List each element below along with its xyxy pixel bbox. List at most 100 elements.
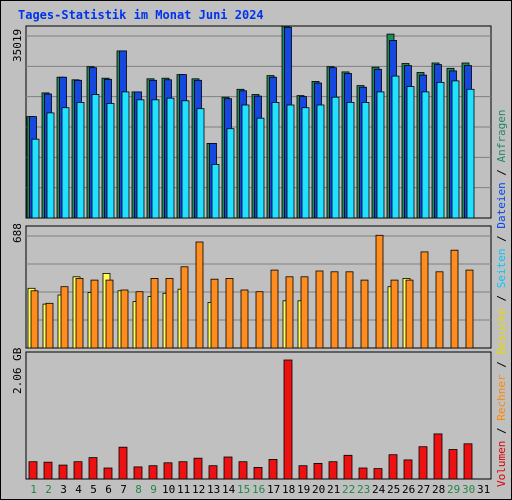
panel-top: [25, 25, 492, 219]
x-label-day-16: 16: [252, 483, 266, 496]
bar-volumen-day-18: [283, 359, 293, 480]
bar-rechner-day-11: [180, 266, 189, 349]
bar-seiten-day-6: [106, 103, 115, 219]
x-label-day-3: 3: [60, 483, 67, 496]
bar-seiten-day-5: [91, 94, 100, 219]
x-label-day-28: 28: [432, 483, 446, 496]
bar-rechner-day-20: [315, 270, 324, 349]
bar-rechner-day-22: [345, 271, 354, 349]
bar-rechner-day-7: [120, 289, 129, 349]
bar-volumen-day-25: [388, 454, 398, 480]
bar-volumen-day-5: [88, 457, 98, 480]
bar-rechner-day-18: [285, 276, 294, 349]
bar-seiten-day-12: [196, 108, 205, 219]
bar-seiten-day-17: [271, 102, 280, 219]
bar-seiten-day-1: [31, 138, 40, 219]
legend-item-dateien: Dateien: [495, 182, 508, 229]
bar-rechner-day-24: [375, 234, 384, 349]
bar-rechner-day-12: [195, 241, 204, 349]
bar-seiten-day-30: [466, 88, 475, 219]
bar-rechner-day-14: [225, 277, 234, 349]
bar-rechner-day-1: [30, 290, 39, 349]
bar-seiten-day-26: [406, 86, 415, 219]
bar-seiten-day-20: [316, 104, 325, 219]
chart-panels: [25, 25, 492, 480]
x-label-day-25: 25: [387, 483, 401, 496]
bar-rechner-day-8: [135, 291, 144, 349]
bar-volumen-day-26: [403, 459, 413, 480]
x-label-day-9: 9: [150, 483, 157, 496]
x-label-day-19: 19: [297, 483, 311, 496]
bar-volumen-day-17: [268, 458, 278, 480]
x-label-day-8: 8: [135, 483, 142, 496]
x-label-day-24: 24: [372, 483, 386, 496]
bar-volumen-day-29: [448, 449, 458, 480]
x-label-day-18: 18: [282, 483, 296, 496]
bar-volumen-day-15: [238, 461, 248, 480]
bar-rechner-day-3: [60, 286, 69, 349]
bar-rechner-day-9: [150, 277, 159, 349]
x-label-day-30: 30: [462, 483, 476, 496]
bar-rechner-day-16: [255, 291, 264, 349]
x-label-day-4: 4: [75, 483, 82, 496]
bar-seiten-day-8: [136, 99, 145, 219]
bar-rechner-day-27: [420, 251, 429, 349]
bar-volumen-day-21: [328, 461, 338, 480]
bar-volumen-day-11: [178, 461, 188, 480]
bar-seiten-day-24: [376, 91, 385, 219]
top-panel-max-label: 35019: [11, 28, 24, 62]
middle-panel-max-label: 688: [11, 223, 24, 243]
bar-volumen-day-1: [28, 461, 38, 480]
x-label-day-27: 27: [417, 483, 431, 496]
x-label-day-26: 26: [402, 483, 416, 496]
bar-seiten-day-16: [256, 117, 265, 219]
legend-separator: /: [495, 354, 508, 375]
bar-volumen-day-9: [148, 465, 158, 480]
bar-volumen-day-3: [58, 464, 68, 480]
bar-seiten-day-11: [181, 100, 190, 219]
x-label-day-29: 29: [447, 483, 461, 496]
x-label-day-6: 6: [105, 483, 112, 496]
x-label-day-2: 2: [45, 483, 52, 496]
x-label-day-7: 7: [120, 483, 127, 496]
chart-title: Tages-Statistik im Monat Juni 2024: [18, 8, 264, 22]
x-label-day-23: 23: [357, 483, 371, 496]
bar-volumen-day-14: [223, 456, 233, 480]
legend-item-volumen: Volumen: [495, 440, 508, 487]
bar-rechner-day-19: [300, 276, 309, 349]
x-label-day-14: 14: [222, 483, 236, 496]
panel-bottom-frame: [25, 351, 492, 480]
x-label-day-17: 17: [267, 483, 281, 496]
bar-volumen-day-30: [463, 443, 473, 480]
bar-volumen-day-6: [103, 467, 113, 480]
bar-volumen-day-20: [313, 462, 323, 480]
bar-seiten-day-28: [436, 82, 445, 219]
bar-seiten-day-3: [61, 107, 70, 219]
bar-seiten-day-14: [226, 128, 235, 219]
bar-rechner-day-25: [390, 279, 399, 349]
bar-volumen-day-7: [118, 446, 128, 480]
bar-rechner-day-15: [240, 289, 249, 349]
x-label-day-5: 5: [90, 483, 97, 496]
bar-seiten-day-4: [76, 102, 85, 219]
x-label-day-11: 11: [177, 483, 191, 496]
bar-rechner-day-13: [210, 278, 219, 349]
x-label-day-10: 10: [162, 483, 176, 496]
bar-seiten-day-21: [331, 96, 340, 219]
bar-rechner-day-2: [45, 302, 54, 349]
legend-item-seiten: Seiten: [495, 248, 508, 289]
bar-volumen-day-24: [373, 468, 383, 480]
legend-item-besuche: Besuche: [495, 308, 508, 355]
bar-volumen-day-8: [133, 466, 143, 480]
bar-seiten-day-19: [301, 107, 310, 219]
x-label-day-12: 12: [192, 483, 206, 496]
panel-bottom: [25, 351, 492, 480]
bar-rechner-day-6: [105, 279, 114, 349]
x-label-day-20: 20: [312, 483, 326, 496]
bar-volumen-day-16: [253, 466, 263, 480]
bar-volumen-day-2: [43, 461, 53, 480]
x-label-day-22: 22: [342, 483, 356, 496]
legend-separator: /: [495, 288, 508, 309]
legend-item-rechner: Rechner: [495, 374, 508, 421]
bar-volumen-day-22: [343, 454, 353, 480]
